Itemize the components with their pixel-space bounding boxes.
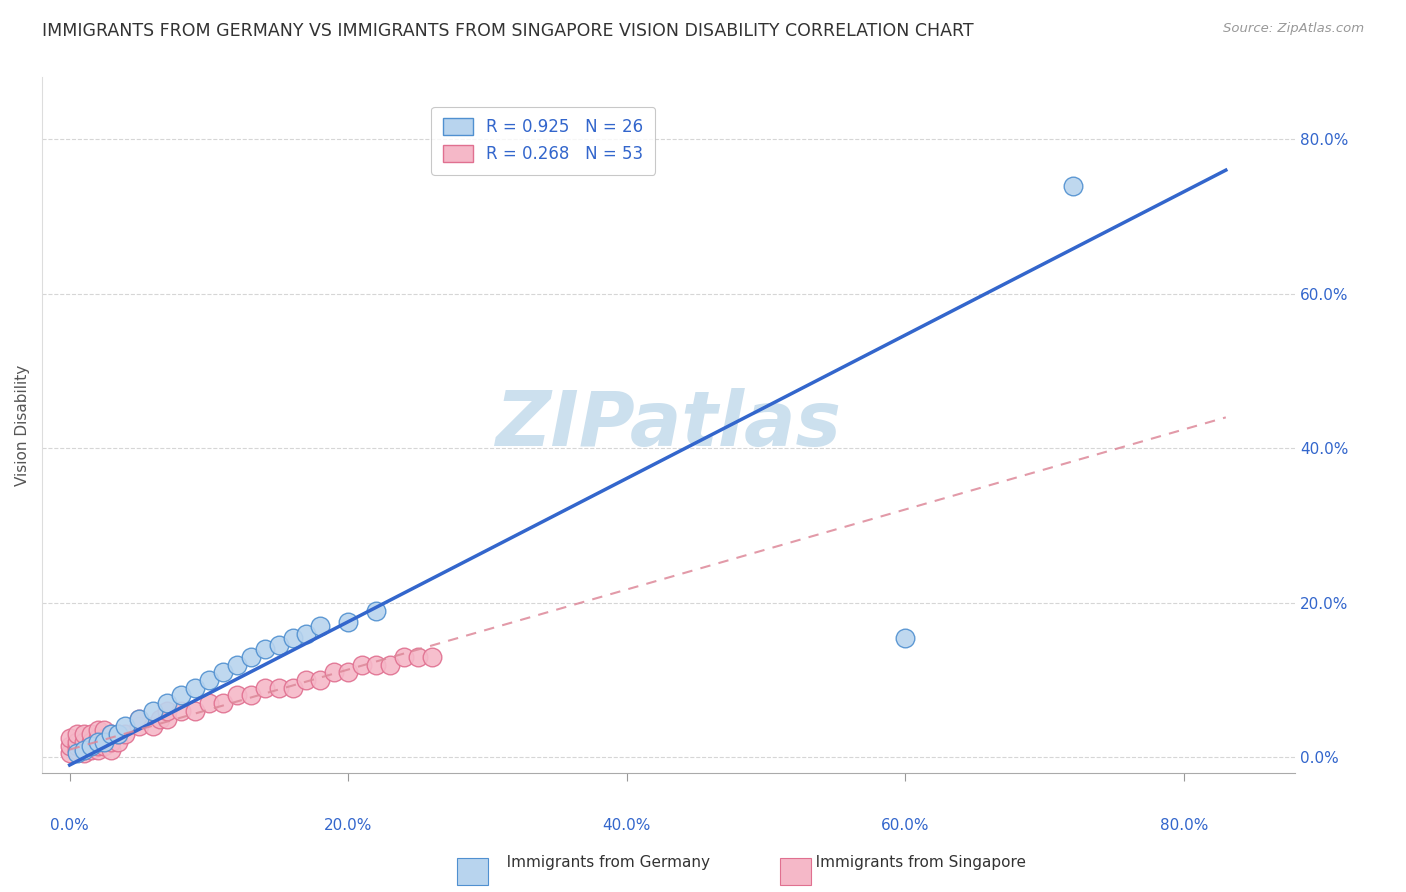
Point: [100, 742, 122, 756]
Point: [100, 727, 122, 741]
Text: 20.0%: 20.0%: [323, 818, 373, 833]
Point: [378, 657, 401, 672]
Point: [156, 712, 179, 726]
Point: [107, 727, 129, 741]
Point: [366, 603, 388, 617]
Point: [142, 704, 165, 718]
Point: [420, 649, 443, 664]
Point: [93, 739, 115, 753]
Text: Immigrants from Singapore: Immigrants from Singapore: [801, 855, 1026, 870]
Point: [72, 735, 94, 749]
Point: [281, 631, 304, 645]
Point: [170, 689, 193, 703]
Point: [295, 626, 318, 640]
Point: [184, 704, 207, 718]
Point: [149, 712, 172, 726]
Point: [66, 742, 89, 756]
FancyBboxPatch shape: [457, 858, 488, 885]
Point: [225, 689, 247, 703]
Point: [128, 712, 150, 726]
Point: [93, 735, 115, 749]
Point: [366, 657, 388, 672]
Point: [281, 681, 304, 695]
Point: [212, 665, 235, 680]
Point: [253, 642, 276, 657]
Point: [79, 742, 101, 756]
Point: [352, 657, 374, 672]
Point: [100, 727, 122, 741]
Point: [337, 615, 360, 629]
Point: [79, 727, 101, 741]
Point: [107, 727, 129, 741]
Point: [72, 742, 94, 756]
Point: [86, 742, 108, 756]
Point: [267, 638, 290, 652]
Point: [100, 735, 122, 749]
Point: [59, 739, 82, 753]
Point: [239, 649, 262, 664]
Point: [66, 739, 89, 753]
Point: [79, 739, 101, 753]
Point: [66, 727, 89, 741]
Point: [198, 673, 221, 687]
Point: [309, 673, 332, 687]
Point: [156, 704, 179, 718]
Y-axis label: Vision Disability: Vision Disability: [15, 365, 30, 486]
Point: [323, 665, 346, 680]
Text: IMMIGRANTS FROM GERMANY VS IMMIGRANTS FROM SINGAPORE VISION DISABILITY CORRELATI: IMMIGRANTS FROM GERMANY VS IMMIGRANTS FR…: [42, 22, 974, 40]
Point: [184, 681, 207, 695]
Point: [72, 727, 94, 741]
Point: [295, 673, 318, 687]
Point: [170, 704, 193, 718]
Point: [114, 727, 136, 741]
Point: [406, 649, 429, 664]
Point: [156, 696, 179, 710]
Point: [72, 747, 94, 761]
Point: [72, 742, 94, 756]
Point: [59, 747, 82, 761]
Text: 60.0%: 60.0%: [882, 818, 929, 833]
Text: Source: ZipAtlas.com: Source: ZipAtlas.com: [1223, 22, 1364, 36]
Point: [239, 689, 262, 703]
Point: [128, 712, 150, 726]
Point: [86, 735, 108, 749]
Point: [72, 739, 94, 753]
Point: [142, 719, 165, 733]
Point: [1062, 178, 1084, 193]
Point: [337, 665, 360, 680]
Point: [267, 681, 290, 695]
Point: [107, 735, 129, 749]
Point: [253, 681, 276, 695]
Legend: R = 0.925   N = 26, R = 0.268   N = 53: R = 0.925 N = 26, R = 0.268 N = 53: [432, 107, 655, 175]
Point: [66, 735, 89, 749]
Point: [212, 696, 235, 710]
FancyBboxPatch shape: [780, 858, 811, 885]
Text: 0.0%: 0.0%: [51, 818, 89, 833]
Text: ZIPatlas: ZIPatlas: [496, 388, 842, 462]
Text: 40.0%: 40.0%: [603, 818, 651, 833]
Point: [66, 747, 89, 761]
Point: [225, 657, 247, 672]
Point: [93, 723, 115, 738]
Text: Immigrants from Germany: Immigrants from Germany: [492, 855, 710, 870]
Point: [86, 739, 108, 753]
Point: [86, 723, 108, 738]
Point: [59, 731, 82, 745]
Point: [309, 619, 332, 633]
Point: [114, 719, 136, 733]
Point: [128, 719, 150, 733]
Point: [198, 696, 221, 710]
Text: 80.0%: 80.0%: [1160, 818, 1208, 833]
Point: [79, 735, 101, 749]
Point: [93, 731, 115, 745]
Point: [894, 631, 917, 645]
Point: [392, 649, 415, 664]
Point: [86, 731, 108, 745]
